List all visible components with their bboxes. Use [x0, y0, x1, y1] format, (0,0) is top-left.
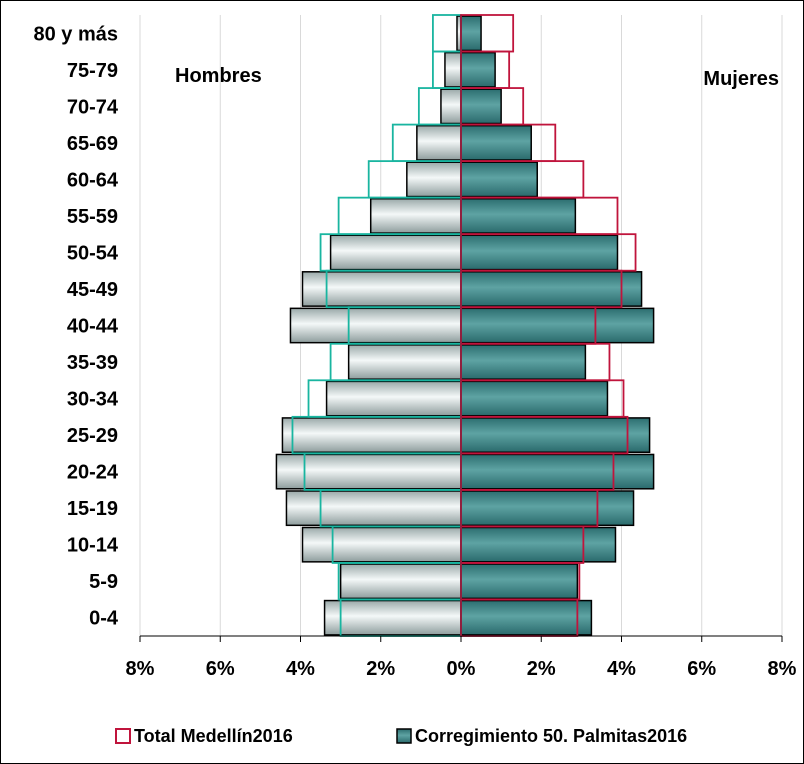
legend-label-medellin: Total Medellín2016: [134, 726, 293, 746]
bar-mujeres-palmitas-3: [460, 490, 635, 527]
bar-mujeres-palmitas-1: [460, 563, 579, 600]
bar-mujeres-palmitas-5: [460, 417, 651, 454]
bar-mujeres-palmitas-10: [460, 234, 619, 271]
annotation-hombres: Hombres: [175, 65, 262, 87]
palmitas-bars: [275, 15, 655, 636]
bar-mujeres-palmitas-13: [460, 124, 532, 161]
bar-hombres-palmitas-1: [339, 563, 462, 600]
y-tick-label-3: 15-19: [67, 498, 118, 520]
x-tick-label-6: 4%: [607, 658, 636, 680]
bar-mujeres-palmitas-0: [460, 599, 593, 636]
bar-hombres-palmitas-14: [440, 88, 462, 125]
axes: [139, 15, 783, 642]
x-tick-label-2: 4%: [286, 658, 315, 680]
y-tick-label-15: 75-79: [67, 60, 118, 82]
bar-hombres-palmitas-2: [301, 526, 462, 563]
y-tick-label-9: 45-49: [67, 279, 118, 301]
y-tick-label-8: 40-44: [67, 316, 119, 338]
bar-mujeres-palmitas-4: [460, 453, 655, 490]
bar-mujeres-palmitas-12: [460, 161, 538, 198]
x-tick-label-8: 8%: [768, 658, 797, 680]
x-tick-label-7: 6%: [687, 658, 716, 680]
bar-hombres-palmitas-6: [325, 380, 462, 417]
bar-hombres-palmitas-15: [444, 51, 462, 88]
legend-swatch-medellin: [115, 728, 131, 744]
x-axis-labels: 8% 6% 4% 2% 0% 2% 4% 6% 8%: [126, 658, 797, 680]
y-axis-labels: 0-4 5-9 10-14 15-19 20-24 25-29 30-34 35-39 40-4…: [33, 23, 118, 629]
bar-hombres-palmitas-12: [406, 161, 462, 198]
legend: Total Medellín2016 Corregimiento 50. Palm…: [115, 726, 687, 746]
legend-swatch-palmitas: [396, 728, 412, 744]
y-tick-label-1: 5-9: [89, 571, 118, 593]
y-tick-label-14: 70-74: [67, 96, 119, 118]
bar-hombres-palmitas-3: [285, 490, 462, 527]
y-tick-label-13: 65-69: [67, 133, 118, 155]
x-tick-label-0: 8%: [126, 658, 155, 680]
legend-label-palmitas: Corregimiento 50. Palmitas2016: [415, 726, 687, 746]
bar-hombres-palmitas-4: [275, 453, 462, 490]
y-tick-label-7: 35-39: [67, 352, 118, 374]
bar-mujeres-palmitas-7: [460, 344, 587, 380]
y-tick-label-4: 20-24: [67, 462, 119, 484]
bar-mujeres-palmitas-16: [460, 15, 482, 52]
x-tick-label-4: 0%: [447, 658, 476, 680]
bar-mujeres-palmitas-11: [460, 197, 577, 234]
bar-hombres-palmitas-8: [289, 307, 462, 344]
y-tick-label-12: 60-64: [67, 169, 119, 191]
bar-hombres-palmitas-13: [416, 124, 462, 161]
y-tick-label-6: 30-34: [67, 389, 119, 411]
bar-hombres-palmitas-0: [323, 599, 462, 636]
y-tick-label-2: 10-14: [67, 535, 119, 557]
y-tick-label-16: 80 y más: [33, 23, 118, 45]
bar-mujeres-palmitas-6: [460, 380, 609, 417]
y-tick-label-5: 25-29: [67, 425, 118, 447]
bar-hombres-palmitas-10: [329, 234, 462, 271]
bar-mujeres-palmitas-2: [460, 526, 617, 563]
bar-hombres-palmitas-11: [369, 197, 462, 234]
x-tick-label-5: 2%: [527, 658, 556, 680]
y-tick-label-0: 0-4: [89, 608, 119, 630]
x-tick-label-1: 6%: [206, 658, 235, 680]
y-tick-label-11: 55-59: [67, 206, 118, 228]
y-tick-label-10: 50-54: [67, 242, 119, 264]
annotation-mujeres: Mujeres: [703, 68, 779, 90]
bar-hombres-palmitas-7: [347, 344, 462, 380]
x-tick-label-3: 2%: [366, 658, 395, 680]
bar-hombres-palmitas-5: [281, 417, 462, 454]
bar-mujeres-palmitas-9: [460, 271, 643, 307]
bar-mujeres-palmitas-14: [460, 88, 502, 125]
bar-mujeres-palmitas-8: [460, 307, 655, 344]
bar-mujeres-palmitas-15: [460, 51, 496, 88]
